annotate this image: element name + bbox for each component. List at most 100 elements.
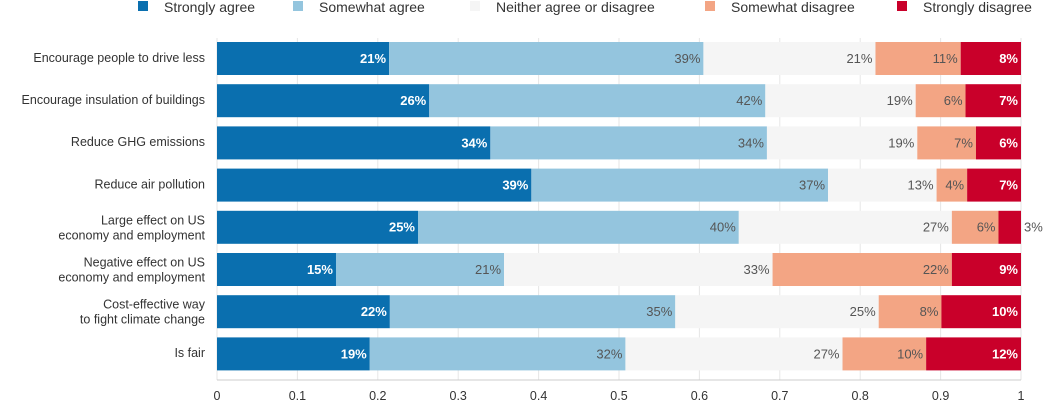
bar-segment	[766, 126, 918, 160]
data-label: 7%	[999, 178, 1018, 193]
data-label: 19%	[341, 346, 367, 361]
data-label: 12%	[992, 346, 1018, 361]
bar-segment	[217, 295, 390, 329]
x-tick-label: 0.3	[450, 389, 467, 401]
x-tick-label: 0.5	[610, 389, 627, 401]
bar-segment	[951, 253, 1021, 286]
category-label: Reduce air pollution	[95, 177, 206, 191]
data-label: 13%	[908, 178, 934, 193]
x-tick-label: 0.8	[852, 389, 869, 401]
bar-segment	[878, 295, 942, 329]
legend-label: Neither agree or disagree	[496, 0, 655, 15]
bar-segment	[941, 295, 1021, 329]
data-label: 39%	[502, 178, 528, 193]
legend: Strongly agree Somewhat agree Neither agre…	[138, 0, 1032, 15]
bar-segment	[951, 210, 999, 244]
bar-segment	[967, 168, 1021, 202]
legend-label: Strongly agree	[164, 0, 255, 15]
data-label: 8%	[920, 304, 939, 319]
bar-segment	[842, 337, 927, 371]
data-label: 32%	[596, 346, 622, 361]
bar-segment	[738, 210, 952, 244]
bar-segment	[369, 337, 626, 371]
data-label: 25%	[389, 220, 415, 235]
legend-swatch	[138, 1, 148, 11]
bar-segment	[915, 84, 966, 118]
data-label: 6%	[944, 93, 963, 108]
x-tick-label: 0.9	[932, 389, 949, 401]
bar-segment	[965, 84, 1021, 118]
category-label: Encourage people to drive less	[33, 51, 205, 65]
data-label: 35%	[646, 304, 672, 319]
bar-segment	[926, 337, 1021, 371]
legend-label: Strongly disagree	[923, 0, 1032, 15]
bar-segment	[625, 337, 843, 371]
data-label: 25%	[850, 304, 876, 319]
category-label: Encourage insulation of buildings	[22, 93, 205, 107]
category-label: Cost-effective way to fight climate chang…	[80, 298, 206, 327]
data-label: 21%	[475, 262, 501, 277]
category-label: Negative effect on US economy and employm…	[58, 256, 205, 285]
x-tick-label: 1	[1018, 389, 1025, 401]
data-labels: 21% 39% 21% 11% 8% 26% 42% 19% 6% 7% 34% 34% 19% 7% 6%…	[307, 51, 1043, 361]
bar-segment	[217, 126, 491, 160]
legend-label: Somewhat agree	[319, 0, 425, 15]
bar-segment	[998, 210, 1021, 244]
bar-segment	[217, 42, 390, 75]
data-label: 19%	[887, 93, 913, 108]
bar-segment	[875, 42, 961, 75]
category-label: Is fair	[174, 346, 205, 360]
data-label: 21%	[360, 51, 386, 66]
bar-segment	[217, 168, 532, 202]
bar-segment	[217, 253, 336, 286]
data-label: 11%	[933, 51, 958, 66]
category-label: Large effect on US economy and employment	[58, 213, 205, 242]
x-tick-label: 0.2	[369, 389, 386, 401]
bar-segment	[217, 210, 418, 244]
category-label: Reduce GHG emissions	[71, 135, 205, 149]
data-label: 39%	[674, 51, 700, 66]
data-label: 7%	[999, 93, 1018, 108]
data-label: 40%	[710, 220, 736, 235]
data-label: 6%	[999, 135, 1018, 150]
bar-segment	[389, 295, 676, 329]
data-label: 8%	[999, 51, 1018, 66]
data-label: 19%	[888, 135, 914, 150]
data-label: 4%	[945, 178, 964, 193]
axes: 0 0.1 0.2 0.3 0.4 0.5 0.6 0.7 0.8 0.9 1 Encourage p…	[22, 51, 1025, 401]
data-label: 15%	[307, 262, 333, 277]
data-label: 22%	[361, 304, 387, 319]
data-label: 21%	[846, 51, 872, 66]
bar-segment	[429, 84, 766, 118]
bar-segment	[335, 253, 505, 286]
data-label: 27%	[813, 346, 839, 361]
legend-swatch	[897, 1, 907, 11]
bar-segment	[531, 168, 829, 202]
bar-segment	[975, 126, 1021, 160]
data-label: 37%	[799, 178, 825, 193]
bar-segment	[917, 126, 976, 160]
bar-segment	[490, 126, 767, 160]
x-tick-label: 0.1	[289, 389, 306, 401]
x-tick-label: 0.6	[691, 389, 708, 401]
x-tick-label: 0.4	[530, 389, 547, 401]
bar-segment	[960, 42, 1021, 75]
x-tick-label: 0.7	[771, 389, 788, 401]
legend-swatch	[705, 1, 715, 11]
data-label: 26%	[400, 93, 426, 108]
bar-segment	[765, 84, 916, 118]
data-label: 27%	[923, 220, 949, 235]
data-label: 33%	[744, 262, 770, 277]
bars	[217, 42, 1021, 371]
data-label: 42%	[736, 93, 762, 108]
bar-segment	[675, 295, 879, 329]
data-label: 34%	[461, 135, 487, 150]
bar-segment	[828, 168, 937, 202]
bar-segment	[504, 253, 773, 286]
bar-segment	[217, 337, 370, 371]
data-label: 6%	[977, 220, 996, 235]
bar-segment	[703, 42, 876, 75]
bar-segment	[936, 168, 968, 202]
bar-segment	[389, 42, 704, 75]
